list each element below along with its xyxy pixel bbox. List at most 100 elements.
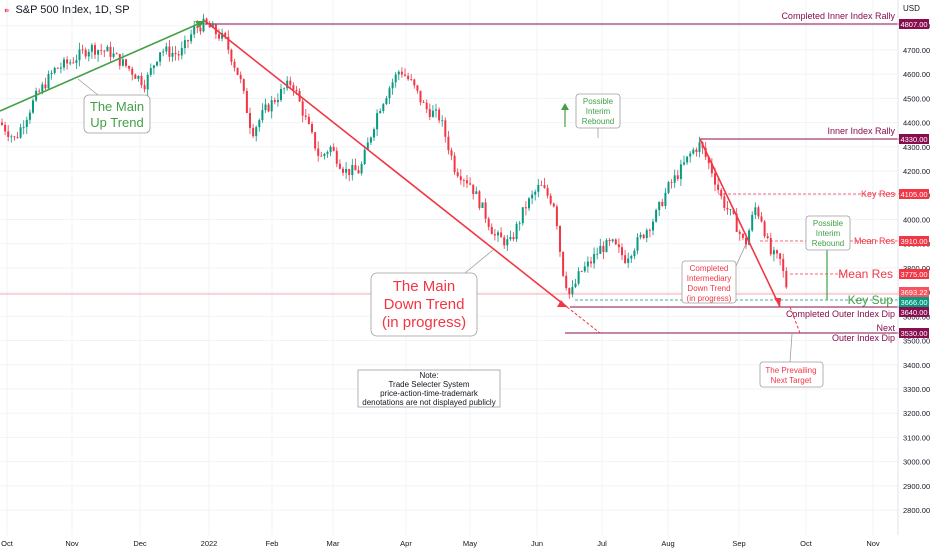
candle-body <box>10 136 13 138</box>
candle-body <box>159 52 162 62</box>
price-tick-label: 4200.00 <box>903 167 930 176</box>
down-trend-line <box>204 20 568 308</box>
candle-body <box>546 187 549 196</box>
candle-body <box>512 237 515 240</box>
candle-body <box>617 244 620 248</box>
candle-body <box>593 254 596 264</box>
candle-body <box>574 283 577 288</box>
candle-body <box>562 251 565 276</box>
candle-body <box>32 100 34 113</box>
time-tick-label: Apr <box>400 539 412 548</box>
label-mean-res-small: Mean Res <box>854 236 896 246</box>
candle-body <box>686 156 689 163</box>
candle-body <box>655 210 658 222</box>
candle-body <box>118 54 121 66</box>
candle-body <box>115 53 118 55</box>
candle-body <box>245 91 248 113</box>
candle-body <box>481 202 484 208</box>
time-tick-label: May <box>463 539 477 548</box>
candle-body <box>596 253 599 255</box>
candle-body <box>56 67 59 69</box>
down-trend-text-2: Down Trend <box>384 296 465 313</box>
candle-body <box>363 149 366 165</box>
candle-body <box>614 239 617 245</box>
rebound-callout-2: Possible Interim Rebound <box>805 215 851 251</box>
note-text-4: denotations are not displayed publicly <box>362 398 495 407</box>
candle-body <box>707 156 710 164</box>
price-tick-label: 4700.00 <box>903 46 930 55</box>
candle-body <box>379 110 382 114</box>
candle-body <box>187 40 189 42</box>
label-inner-rally: Inner Index Rally <box>827 126 895 136</box>
candle-body <box>165 46 168 52</box>
price-tag-3775: 3775.00 <box>899 269 929 279</box>
price-tag-3666: 3666.00 <box>899 297 929 307</box>
candle-body <box>534 191 537 195</box>
candle-body <box>769 238 772 255</box>
candle-body <box>754 207 757 215</box>
candle-body <box>462 180 465 182</box>
candle-body <box>772 250 775 255</box>
candle-body <box>782 258 785 272</box>
candle-body <box>276 100 279 103</box>
candle-body <box>500 232 503 238</box>
label-next: Next <box>876 323 895 333</box>
candle-body <box>717 184 720 190</box>
candle-body <box>242 79 245 92</box>
candle-body <box>233 61 236 68</box>
candle-body <box>87 51 90 57</box>
candle-body <box>621 247 623 256</box>
candle-body <box>745 237 747 245</box>
grid-lines <box>0 0 898 535</box>
candle-body <box>1 122 3 125</box>
candle-body <box>149 68 152 75</box>
price-tick-label: 4400.00 <box>903 119 930 128</box>
price-tick-label: 4500.00 <box>903 94 930 103</box>
candle-body <box>416 85 419 91</box>
candle-body <box>422 102 425 104</box>
candle-body <box>648 230 651 231</box>
candle-body <box>183 40 186 49</box>
candle-body <box>605 240 608 253</box>
candle-body <box>332 146 335 151</box>
candle-body <box>602 245 605 253</box>
candle-body <box>729 209 732 210</box>
candle-body <box>552 203 555 207</box>
candle-body <box>466 180 468 184</box>
candle-body <box>152 65 155 69</box>
candle-body <box>469 183 472 185</box>
candle-body <box>577 271 580 284</box>
time-tick-label: Jul <box>597 539 607 548</box>
candle-body <box>376 113 379 130</box>
candle-body <box>698 142 701 153</box>
note-text-2: Trade Selecter System <box>388 380 469 389</box>
rebound-callout-1: Possible Interim Rebound <box>575 93 621 138</box>
candle-body <box>22 127 25 128</box>
down-trend-text-3: (in progress) <box>382 314 466 331</box>
candle-body <box>140 75 143 86</box>
candle-body <box>447 136 450 151</box>
candle-body <box>283 88 286 90</box>
candle-body <box>456 172 459 177</box>
candle-body <box>369 137 372 143</box>
candle-body <box>509 237 512 240</box>
candle-body <box>695 149 698 153</box>
candle-body <box>450 150 453 156</box>
candle-body <box>723 196 726 208</box>
time-tick-label: Nov <box>866 539 880 548</box>
candle-body <box>261 110 264 121</box>
candle-body <box>515 224 518 240</box>
candle-body <box>431 110 434 117</box>
candle-body <box>199 27 202 32</box>
label-outer-dip: Outer Index Dip <box>832 333 895 343</box>
candle-body <box>16 136 19 138</box>
candle-body <box>156 61 158 66</box>
candle-body <box>249 112 251 128</box>
candle-body <box>760 216 763 222</box>
time-axis: Oct Nov Dec 2022 Feb Mar Apr May Jun Jul Aug Sep Oct… <box>1 539 880 548</box>
candle-body <box>357 170 360 174</box>
candle-body <box>320 155 323 157</box>
target-text-2: Next Target <box>771 376 813 385</box>
candle-body <box>639 234 642 238</box>
